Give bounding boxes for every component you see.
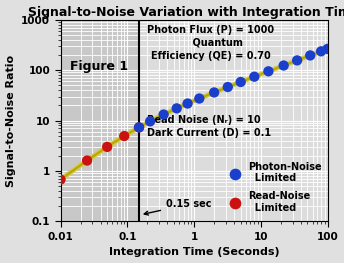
Point <box>308 53 313 58</box>
Point <box>266 69 271 73</box>
Point <box>238 80 244 84</box>
Point <box>136 125 142 129</box>
Point <box>121 134 127 138</box>
Title: Signal-to-Noise Variation with Integration Time: Signal-to-Noise Variation with Integrati… <box>28 6 344 19</box>
Point <box>294 58 300 63</box>
Point <box>58 178 63 182</box>
Text: 0.15 sec: 0.15 sec <box>144 199 212 215</box>
Point <box>325 47 330 51</box>
Point <box>105 145 110 149</box>
Legend: Photon-Noise
  Limited, Read-Noise
  Limited: Photon-Noise Limited, Read-Noise Limited <box>222 158 325 217</box>
Point <box>212 90 217 95</box>
Point <box>161 112 166 117</box>
Point <box>225 85 230 89</box>
Bar <box>139 20 327 221</box>
Point <box>174 106 180 110</box>
X-axis label: Integration Time (Seconds): Integration Time (Seconds) <box>109 247 279 257</box>
Point <box>84 158 90 163</box>
Point <box>147 119 153 123</box>
Text: Photon Flux (P) = 1000
    Quantum
Efficiency (QE) = 0.70: Photon Flux (P) = 1000 Quantum Efficienc… <box>147 25 275 61</box>
Text: Read Noise (Nᵣ) = 10
Dark Current (D) = 0.1: Read Noise (Nᵣ) = 10 Dark Current (D) = … <box>147 115 271 138</box>
Point <box>196 97 202 101</box>
Bar <box>61 20 139 221</box>
Point <box>251 75 257 79</box>
Point <box>185 102 190 106</box>
Point <box>318 49 324 53</box>
Text: Figure 1: Figure 1 <box>70 60 128 73</box>
Point <box>281 63 287 68</box>
Y-axis label: Signal-to-Noise Ratio: Signal-to-Noise Ratio <box>6 54 15 187</box>
Point <box>136 125 142 129</box>
